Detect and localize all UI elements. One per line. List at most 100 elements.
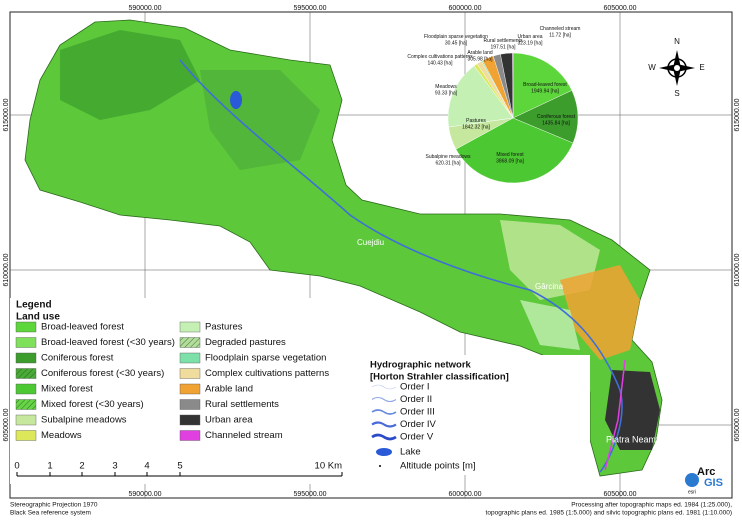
legend-hatch — [180, 337, 200, 348]
coord-label: 610000.00 — [3, 253, 10, 286]
pie-slice — [455, 117, 574, 184]
scale-bar: 0 1 2 3 4 5 10 Km — [14, 461, 343, 477]
scale-label: 4 — [144, 461, 149, 472]
hydro-label: Altitude points [m] — [400, 461, 476, 472]
place-label: Cuejdiu — [357, 238, 384, 247]
legend-swatch — [179, 399, 201, 410]
mixed-patch — [200, 70, 320, 170]
pie-value-label: 620.31 [ha] — [435, 160, 461, 166]
place-label: Gârcina — [535, 282, 564, 291]
pie-category: Arable land — [467, 50, 493, 56]
pie-category: Complex cultivations patterns — [407, 54, 473, 60]
legend-subtitle: Land use — [16, 312, 60, 323]
pie-value-label: 11.72 [ha] — [549, 32, 571, 38]
compass-e: E — [699, 63, 704, 72]
hydro-box — [365, 355, 590, 475]
legend-swatch — [179, 430, 201, 441]
pie-value-label: 323.19 [ha] — [517, 40, 543, 46]
pie-value-label: 3868.09 [ha] — [496, 158, 524, 164]
legend-swatch — [179, 368, 201, 379]
logo-esri: esri — [688, 489, 696, 495]
pie-value-label: 1435.84 [ha] — [542, 120, 570, 126]
legend-label: Coniferous forest — [41, 353, 114, 364]
compass: N S E W — [648, 37, 704, 98]
hydro-label: Order IV — [400, 419, 437, 430]
pie-category: Pastures — [466, 118, 486, 124]
stream-symbol — [371, 409, 397, 415]
legend-swatch — [179, 321, 201, 333]
legend-hatch — [16, 399, 36, 410]
legend-label: Rural settlements — [205, 399, 279, 410]
legend-label: Degraded pastures — [205, 337, 286, 348]
reference: Black Sea reference system — [10, 510, 91, 517]
pie-category: Mixed forest — [496, 152, 524, 158]
legend-swatch — [179, 352, 201, 364]
coord-label: 590000.00 — [128, 491, 161, 498]
scale-label: 1 — [47, 461, 52, 472]
legend-label: Pastures — [205, 322, 243, 333]
pie-value-label: 93.33 [ha] — [435, 90, 458, 96]
legend-label: Floodplain sparse vegetation — [205, 353, 326, 364]
logo-arc: Arc — [697, 466, 715, 478]
legend-label: Coniferous forest (<30 years) — [41, 368, 164, 379]
pie-value-label: 305.98 [ha] — [467, 56, 493, 62]
coord-label: 595000.00 — [293, 491, 326, 498]
lake — [230, 91, 242, 109]
logo-gis: GIS — [704, 477, 723, 489]
compass-s: S — [674, 89, 679, 98]
scale-label: 10 Km — [315, 461, 343, 472]
scale-label: 3 — [112, 461, 117, 472]
legend-label: Mixed forest (<30 years) — [41, 399, 144, 410]
legend-swatch — [15, 337, 37, 348]
coord-label: 615000.00 — [734, 98, 741, 131]
legend-swatch — [15, 414, 37, 426]
legend-swatch — [15, 321, 37, 333]
coord-label: 590000.00 — [128, 5, 161, 12]
scale-label: 0 — [14, 461, 19, 472]
pie-category: Urban area — [517, 34, 542, 40]
legend-label: Subalpine meadows — [41, 415, 127, 426]
pie-category: Meadows — [435, 84, 457, 90]
channeled-stream — [604, 359, 626, 471]
hydro-label: Order V — [400, 432, 434, 443]
scale-box — [10, 456, 355, 484]
conifer-patch — [60, 30, 200, 120]
hydro-label: Order III — [400, 407, 435, 418]
coord-label: 600000.00 — [448, 491, 481, 498]
hydro-label: Order II — [400, 394, 432, 405]
hydro-title: Hydrographic network — [370, 360, 472, 371]
altitude-symbol — [379, 465, 381, 467]
pie-slice — [447, 65, 514, 128]
stream-symbol — [371, 396, 397, 403]
watershed — [24, 19, 663, 477]
scale-label: 2 — [79, 461, 84, 472]
coord-label: 600000.00 — [448, 5, 481, 12]
projection: Stereographic Projection 1970 — [10, 502, 98, 509]
pie-value-label: 30.45 [ha] — [445, 40, 468, 46]
scale-label: 5 — [177, 461, 182, 472]
pie-category: Coniferous forest — [537, 114, 576, 120]
legend-swatch — [15, 430, 37, 441]
coord-label: 605000.00 — [734, 408, 741, 441]
legend-swatch — [15, 383, 37, 395]
pie-slice — [512, 90, 579, 144]
place-label: Piatra Neamț — [606, 434, 659, 444]
coord-label: 605000.00 — [603, 5, 636, 12]
pie-category: Rural settlements — [484, 38, 523, 44]
pie-value-label: 140.43 [ha] — [427, 60, 453, 66]
pie-category: Floodplain sparse vegetation — [424, 34, 488, 40]
legend: Broad-leaved forest Broad-leaved forest (… — [15, 321, 329, 441]
compass-w: W — [648, 63, 656, 72]
compass-n: N — [674, 37, 680, 46]
source: topographic plans ed. 1985 (1:5.000) and… — [486, 510, 732, 517]
pie-value-label: 1842.32 [ha] — [462, 124, 490, 130]
coord-label: 605000.00 — [603, 491, 636, 498]
legend-swatch — [179, 414, 201, 426]
pie-slice — [512, 52, 573, 119]
legend-swatch — [179, 383, 201, 395]
hydro-label: Order I — [400, 382, 430, 393]
coord-label: 605000.00 — [3, 408, 10, 441]
legend-label: Mixed forest — [41, 384, 93, 395]
